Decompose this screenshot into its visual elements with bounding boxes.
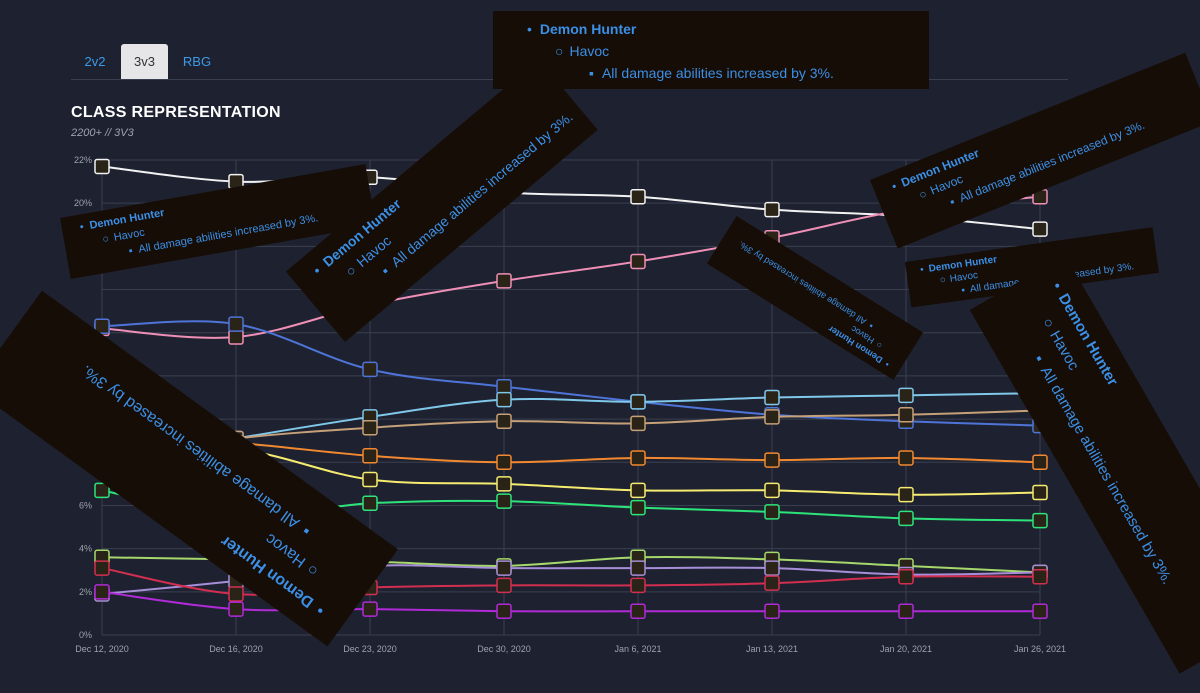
spec-icon-marker (630, 415, 646, 432)
spec-icon-marker (362, 601, 378, 617)
tab-rbg[interactable]: RBG (182, 54, 212, 69)
spec-icon-marker (764, 482, 780, 499)
spec-icon-marker (898, 387, 914, 404)
spec-icon-marker (362, 361, 378, 378)
x-tick-label: Dec 16, 2020 (209, 644, 263, 654)
spec-icon-marker (94, 158, 110, 175)
series-line (101, 409, 1041, 459)
spec-icon-marker (1032, 568, 1048, 585)
series-line (101, 590, 1040, 613)
spec-icon-marker (898, 568, 914, 585)
spec-icon-marker (764, 603, 780, 619)
x-tick-label: Jan 13, 2021 (746, 644, 798, 654)
spec-icon-marker (496, 603, 512, 619)
spec-icon-marker (764, 389, 780, 406)
spec-icon-marker (362, 495, 378, 512)
spec-icon-marker (764, 575, 780, 591)
spec-icon-marker (1032, 512, 1048, 529)
series-line (101, 320, 1041, 427)
tab-3v3[interactable]: 3v3 (121, 44, 168, 79)
spec-icon-marker (764, 560, 780, 576)
x-tick-label: Jan 20, 2021 (880, 644, 932, 654)
spec-icon-marker (94, 560, 110, 576)
spec-icon-marker (496, 413, 512, 429)
tooltip-overlay: •Demon Hunter ○Havoc ▪All damage abiliti… (493, 11, 929, 89)
overlay-spec: ○ Havoc (555, 43, 610, 59)
spec-icon-marker (94, 584, 110, 600)
x-tick-label: Jan 26, 2021 (1014, 644, 1066, 654)
spec-icon-marker (898, 450, 914, 466)
spec-icon-marker (362, 448, 378, 464)
spec-icon-marker (94, 318, 110, 334)
y-tick-label: 0% (79, 630, 92, 640)
spec-icon-marker (630, 577, 646, 594)
spec-icon-marker (898, 510, 914, 527)
x-tick-label: Dec 12, 2020 (75, 644, 129, 654)
spec-icon-marker (630, 499, 646, 516)
spec-icon-marker (496, 560, 512, 576)
spec-icon-marker (1032, 454, 1048, 471)
y-tick-label: 20% (74, 198, 92, 208)
spec-icon-marker (496, 454, 512, 471)
spec-icon-marker (362, 471, 378, 488)
series-line (101, 567, 1041, 596)
spec-icon-marker (630, 603, 646, 619)
spec-icon-marker (228, 316, 244, 332)
spec-icon-marker (630, 482, 646, 499)
spec-icon-marker (630, 560, 646, 576)
chart-subtitle: 2200+ // 3V3 (71, 127, 134, 139)
x-tick-label: Jan 6, 2021 (614, 644, 661, 654)
spec-icon-marker (362, 419, 378, 436)
spec-icon-marker (228, 329, 244, 345)
spec-icon-marker (898, 407, 914, 423)
spec-icon-marker (630, 188, 646, 205)
spec-icon-marker (228, 601, 244, 617)
spec-icon-marker (1032, 484, 1048, 501)
spec-icon-marker (898, 486, 914, 503)
spec-icon-marker (898, 603, 914, 619)
spec-icon-marker (496, 273, 512, 289)
spec-icon-marker (496, 493, 512, 509)
chart-title: CLASS REPRESENTATION (71, 104, 281, 121)
spec-icon-marker (630, 394, 646, 410)
y-tick-label: 2% (79, 587, 92, 597)
y-tick-label: 4% (79, 544, 92, 554)
spec-icon-marker (764, 452, 780, 468)
spec-icon-marker (496, 476, 512, 492)
spec-icon-marker (228, 586, 244, 602)
spec-icon-marker (764, 409, 780, 425)
spec-icon-marker (630, 253, 646, 270)
spec-icon-marker (94, 482, 110, 499)
spec-icon-marker (496, 577, 512, 594)
x-tick-label: Dec 30, 2020 (477, 644, 531, 654)
y-tick-label: 6% (79, 500, 92, 510)
spec-icon-marker (764, 504, 780, 520)
tab-2v2[interactable]: 2v2 (84, 54, 106, 69)
y-tick-label: 22% (74, 155, 92, 165)
overlay-class: • Demon Hunter (527, 21, 637, 37)
spec-icon-marker (496, 378, 512, 395)
spec-icon-marker (630, 450, 646, 466)
overlay-effect: ▪ All damage abilities increased by 3%. (589, 65, 834, 81)
spec-icon-marker (764, 201, 780, 218)
spec-icon-marker (1032, 221, 1048, 237)
spec-icon-marker (496, 391, 512, 408)
spec-icon-marker (1032, 603, 1048, 619)
x-tick-label: Dec 23, 2020 (343, 644, 397, 654)
